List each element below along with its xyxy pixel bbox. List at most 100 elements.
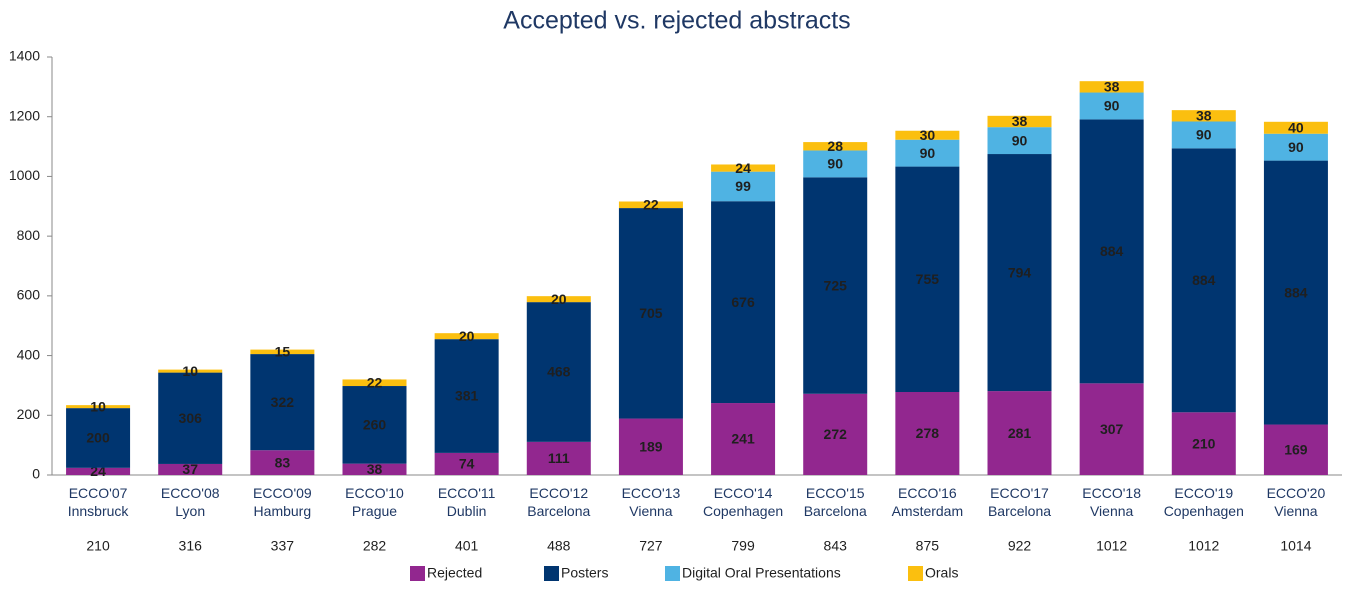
x-tick-label: ECCO'16 Amsterdam bbox=[892, 485, 964, 519]
total-label: 488 bbox=[547, 538, 571, 554]
data-label: 241 bbox=[731, 431, 755, 447]
data-label: 676 bbox=[731, 294, 755, 310]
data-label: 725 bbox=[824, 277, 848, 293]
bar-segment bbox=[526, 441, 591, 475]
data-label: 38 bbox=[1196, 108, 1212, 124]
total-label: 401 bbox=[455, 538, 479, 554]
bar-segment bbox=[895, 139, 960, 167]
bar-segment bbox=[895, 130, 960, 140]
data-label: 189 bbox=[639, 438, 663, 454]
data-label: 90 bbox=[920, 145, 936, 161]
data-label: 705 bbox=[639, 305, 663, 321]
bar-segment bbox=[342, 463, 407, 475]
x-tick-label: ECCO'13 Vienna bbox=[622, 485, 681, 519]
y-tick-label: 600 bbox=[17, 287, 41, 303]
data-label: 281 bbox=[1008, 425, 1032, 441]
data-label: 10 bbox=[182, 363, 198, 379]
total-label: 727 bbox=[639, 538, 663, 554]
y-tick-label: 0 bbox=[32, 466, 40, 482]
bar-segment bbox=[526, 302, 591, 442]
total-label: 282 bbox=[363, 538, 387, 554]
y-tick-label: 1000 bbox=[9, 167, 40, 183]
data-label: 260 bbox=[363, 417, 387, 433]
data-label: 381 bbox=[455, 388, 479, 404]
data-label: 28 bbox=[827, 138, 843, 154]
bar-segment bbox=[158, 372, 223, 464]
data-label: 24 bbox=[735, 160, 751, 176]
total-label: 922 bbox=[1008, 538, 1032, 554]
bar-segment bbox=[1263, 424, 1328, 475]
bar-segment bbox=[1263, 160, 1328, 425]
bar-segment bbox=[803, 393, 868, 475]
bar-segment bbox=[711, 171, 776, 202]
data-label: 307 bbox=[1100, 421, 1124, 437]
legend-swatch bbox=[544, 566, 559, 581]
data-label: 169 bbox=[1284, 441, 1308, 457]
x-tick-label: ECCO'20 Vienna bbox=[1267, 485, 1326, 519]
data-label: 278 bbox=[916, 425, 940, 441]
y-tick-label: 800 bbox=[17, 227, 41, 243]
total-label: 1014 bbox=[1280, 538, 1311, 554]
total-label: 799 bbox=[731, 538, 755, 554]
bar-segment bbox=[250, 354, 315, 451]
bar-segment bbox=[434, 339, 499, 453]
bar-segment bbox=[1079, 383, 1144, 475]
data-label: 22 bbox=[643, 196, 659, 212]
data-label: 90 bbox=[1288, 139, 1304, 155]
data-label: 884 bbox=[1192, 272, 1216, 288]
bar-segment bbox=[1171, 148, 1236, 413]
data-label: 755 bbox=[916, 271, 940, 287]
total-label: 337 bbox=[271, 538, 295, 554]
total-label: 316 bbox=[179, 538, 203, 554]
bar-segment bbox=[158, 463, 223, 475]
data-label: 15 bbox=[275, 344, 291, 360]
legend-swatch bbox=[908, 566, 923, 581]
bar-segment bbox=[66, 405, 131, 409]
data-label: 30 bbox=[920, 127, 936, 143]
bar-segment bbox=[618, 418, 683, 475]
data-label: 90 bbox=[1104, 98, 1120, 114]
bar-segment bbox=[895, 391, 960, 475]
x-tick-label: ECCO'11 Dublin bbox=[438, 485, 496, 519]
bar-segment bbox=[1263, 121, 1328, 134]
bar-segment bbox=[895, 166, 960, 392]
x-tick-label: ECCO'09 Hamburg bbox=[253, 485, 312, 519]
data-label: 99 bbox=[735, 178, 751, 194]
x-tick-label: ECCO'14 Copenhagen bbox=[703, 485, 783, 519]
data-label: 74 bbox=[459, 456, 475, 472]
total-label: 875 bbox=[916, 538, 940, 554]
bar-segment bbox=[250, 349, 315, 355]
legend-label: Orals bbox=[925, 565, 958, 581]
x-tick-label: ECCO'18 Vienna bbox=[1082, 485, 1141, 519]
data-label: 38 bbox=[1012, 113, 1028, 129]
total-label: 843 bbox=[824, 538, 848, 554]
data-label: 90 bbox=[1012, 132, 1028, 148]
bar-segment bbox=[1079, 119, 1144, 384]
total-label: 210 bbox=[86, 538, 110, 554]
x-tick-label: ECCO'10 Prague bbox=[345, 485, 404, 519]
bar-segment bbox=[158, 369, 223, 373]
y-tick-label: 1200 bbox=[9, 107, 40, 123]
bar-segment bbox=[1171, 110, 1236, 122]
x-tick-label: ECCO'07 Innsbruck bbox=[68, 485, 130, 519]
data-label: 20 bbox=[551, 291, 567, 307]
bar-segment bbox=[1079, 92, 1144, 120]
legend-label: Digital Oral Presentations bbox=[682, 565, 841, 581]
y-tick-label: 200 bbox=[17, 406, 41, 422]
data-label: 90 bbox=[827, 156, 843, 172]
bar-segment bbox=[250, 450, 315, 475]
legend-label: Rejected bbox=[427, 565, 482, 581]
data-label: 83 bbox=[275, 454, 291, 470]
legend-swatch bbox=[665, 566, 680, 581]
bar-segment bbox=[526, 296, 591, 303]
bar-segment bbox=[711, 403, 776, 475]
x-tick-label: ECCO'08 Lyon bbox=[161, 485, 220, 519]
bar-segment bbox=[987, 391, 1052, 475]
data-label: 272 bbox=[824, 426, 848, 442]
data-label: 37 bbox=[182, 461, 198, 477]
x-tick-label: ECCO'17 Barcelona bbox=[988, 485, 1051, 519]
bar-segment bbox=[711, 164, 776, 172]
x-tick-label: ECCO'12 Barcelona bbox=[527, 485, 590, 519]
bar-segment bbox=[342, 379, 407, 387]
